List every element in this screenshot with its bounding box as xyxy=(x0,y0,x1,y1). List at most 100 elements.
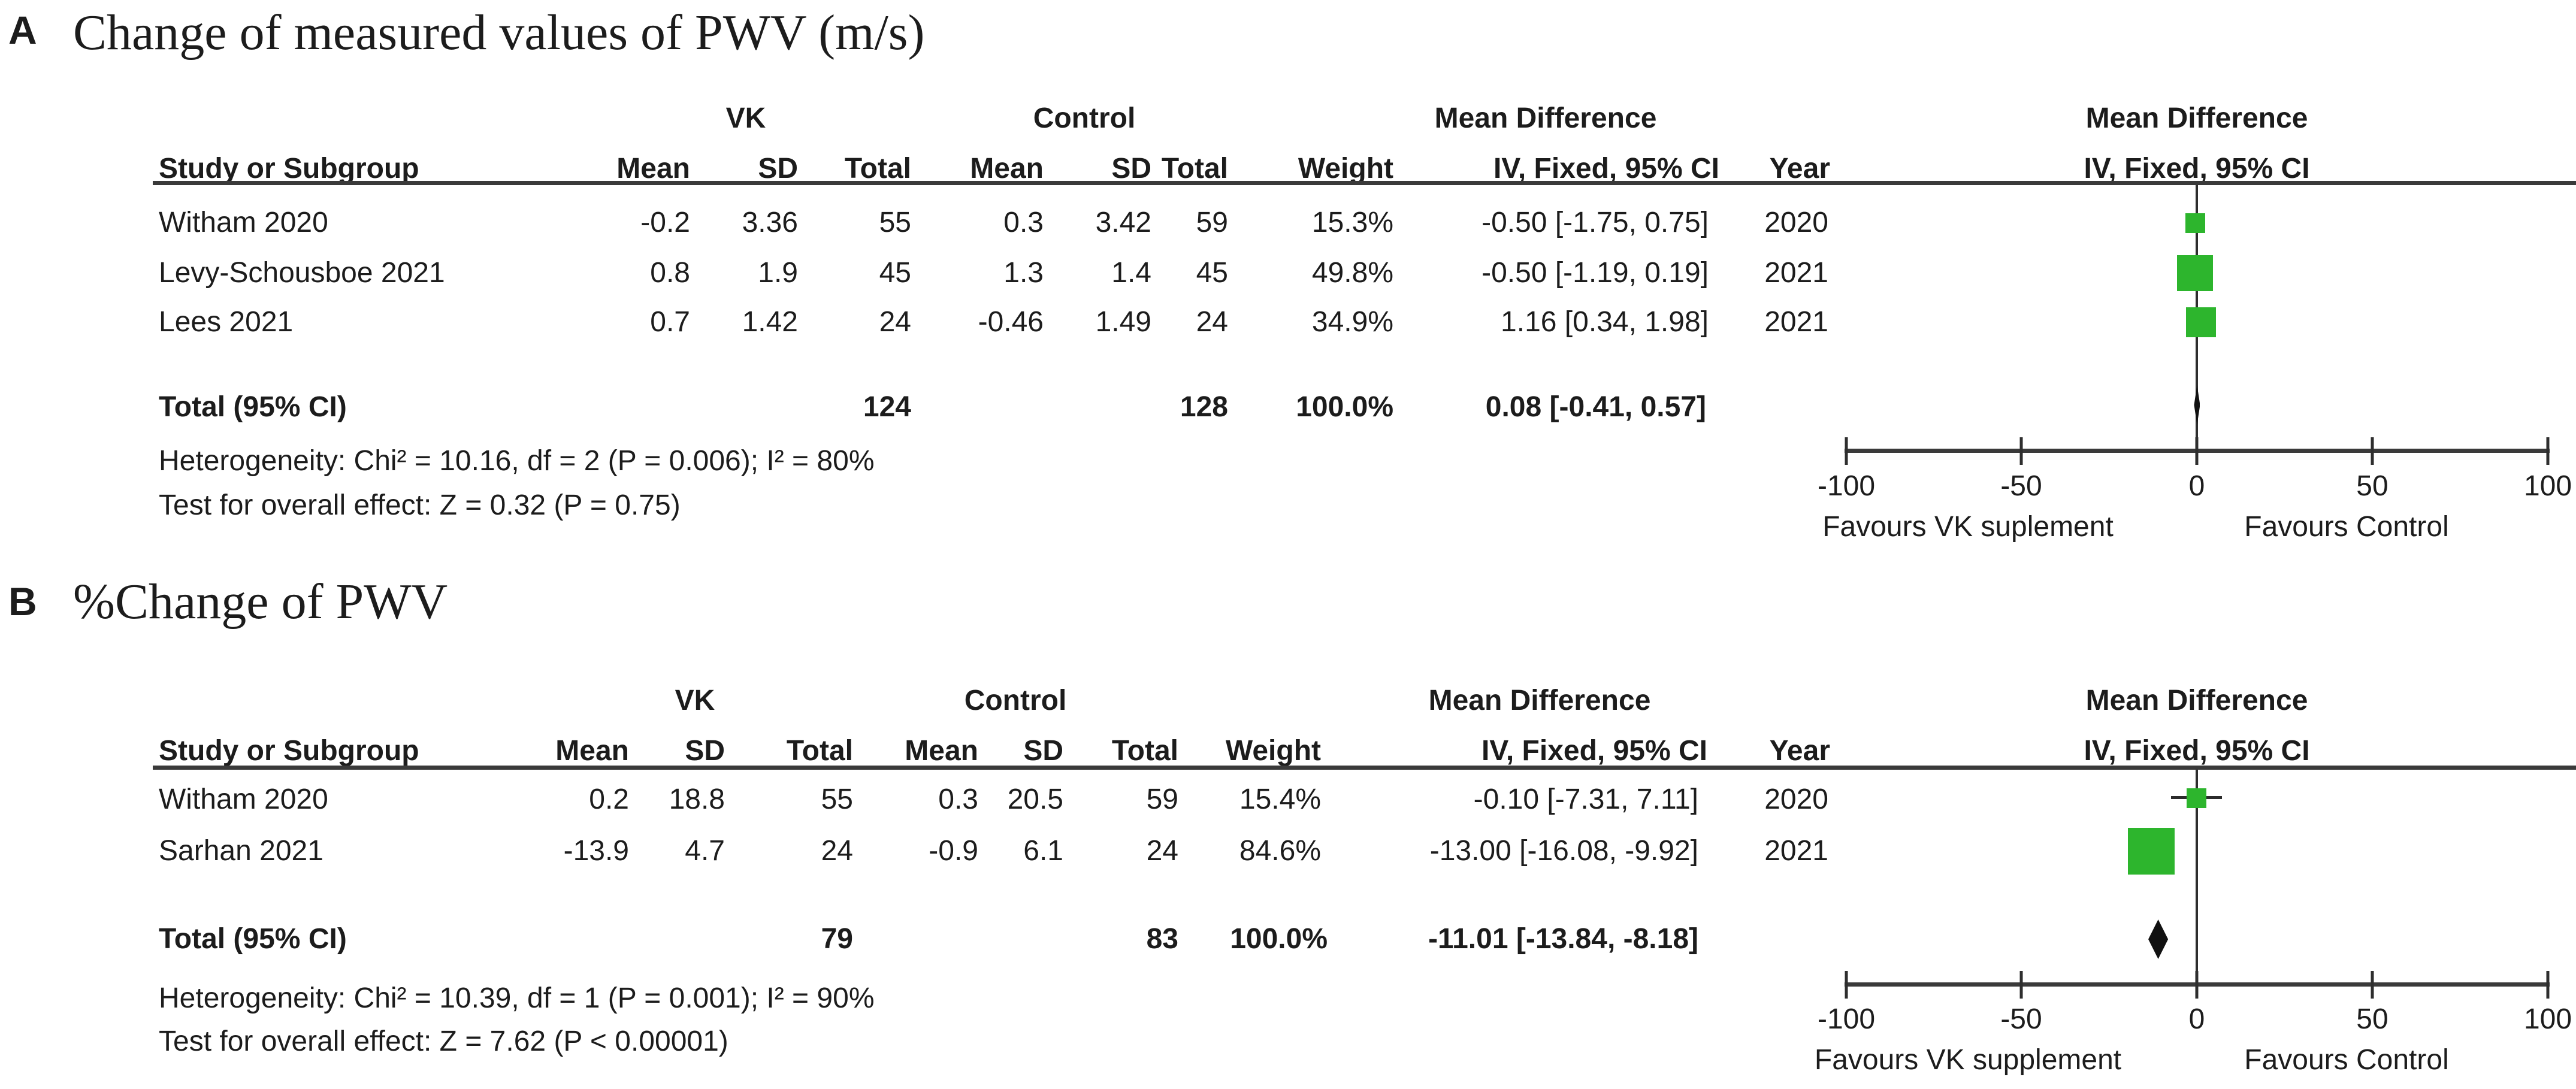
vk-sd: 18.8 xyxy=(669,784,725,815)
col-header-ctrl-sd: SD xyxy=(1111,153,1151,184)
study-name: Lees 2021 xyxy=(159,306,294,338)
total-diamond xyxy=(2148,919,2169,959)
ctrl-mean: -0.9 xyxy=(929,835,978,867)
axis-tick xyxy=(2546,437,2550,465)
total-label: Total (95% CI) xyxy=(159,923,347,955)
total-ci: -11.01 [-13.84, -8.18] xyxy=(1428,923,1698,955)
effect-square xyxy=(2127,828,2175,875)
ctrl-total: 24 xyxy=(1196,306,1228,338)
row-ci: 1.16 [0.34, 1.98] xyxy=(1501,306,1709,338)
col-header-vk-total: Total xyxy=(844,153,911,184)
col-header-ci: IV, Fixed, 95% CI xyxy=(1493,153,1719,184)
effect-square xyxy=(2186,788,2206,808)
axis-tick-label: 0 xyxy=(2188,1003,2205,1035)
col-header-weight: Weight xyxy=(1298,153,1393,184)
favours-left-label: Favours VK suplement xyxy=(1822,511,2114,543)
axis-tick-label: 100 xyxy=(2523,470,2572,502)
row-weight: 49.8% xyxy=(1311,257,1393,289)
row-ci: -0.50 [-1.75, 0.75] xyxy=(1481,207,1709,238)
header-rule xyxy=(153,766,2576,770)
axis-tick-label: 100 xyxy=(2523,1003,2572,1035)
axis-tick xyxy=(2195,971,2199,999)
ctrl-sd: 1.4 xyxy=(1111,257,1151,289)
panel-b-title: %Change of PWV xyxy=(73,574,448,630)
effect-square xyxy=(2177,255,2214,291)
total-ctrl-n: 128 xyxy=(1180,391,1228,423)
ctrl-sd: 1.49 xyxy=(1095,306,1151,338)
panel-a-label: A xyxy=(8,8,37,52)
group-header-control: Control xyxy=(964,685,1067,716)
row-ci: -13.00 [-16.08, -9.92] xyxy=(1429,835,1698,867)
effect-square xyxy=(2185,307,2216,337)
plot-header-ci: IV, Fixed, 95% CI xyxy=(2084,153,2310,184)
col-header-vk-sd: SD xyxy=(758,153,798,184)
panel-a-title: Change of measured values of PWV (m/s) xyxy=(73,5,925,60)
favours-right-label: Favours Control xyxy=(2244,1044,2449,1076)
vk-sd: 1.9 xyxy=(758,257,798,289)
ctrl-total: 24 xyxy=(1146,835,1178,867)
ctrl-total: 59 xyxy=(1196,207,1228,238)
header-rule xyxy=(153,181,2576,185)
ctrl-sd: 3.42 xyxy=(1095,207,1151,238)
axis-tick xyxy=(2019,437,2023,465)
col-header-ctrl-total: Total xyxy=(1111,735,1178,767)
col-header-ctrl-mean: Mean xyxy=(970,153,1044,184)
col-header-vk-mean: Mean xyxy=(555,735,629,767)
vk-total: 24 xyxy=(821,835,853,867)
total-label: Total (95% CI) xyxy=(159,391,347,423)
col-header-vk-total: Total xyxy=(786,735,853,767)
vk-total: 55 xyxy=(879,207,911,238)
heterogeneity-text: Heterogeneity: Chi² = 10.39, df = 1 (P =… xyxy=(159,982,875,1014)
total-weight: 100.0% xyxy=(1296,391,1393,423)
ctrl-total: 59 xyxy=(1146,784,1178,815)
total-vk-n: 124 xyxy=(863,391,911,423)
vk-sd: 4.7 xyxy=(685,835,725,867)
axis-tick xyxy=(1845,971,1848,999)
row-weight: 34.9% xyxy=(1311,306,1393,338)
col-header-study: Study or Subgroup xyxy=(159,735,419,767)
plot-header-mean-difference: Mean Difference xyxy=(2085,685,2308,716)
effect-square xyxy=(2185,213,2205,233)
group-header-vk: VK xyxy=(675,685,715,716)
ctrl-mean: 0.3 xyxy=(938,784,978,815)
overall-effect-text: Test for overall effect: Z = 0.32 (P = 0… xyxy=(159,489,681,521)
axis-tick xyxy=(2195,437,2199,465)
total-ctrl-n: 83 xyxy=(1146,923,1178,955)
vk-mean: 0.7 xyxy=(650,306,690,338)
col-header-year: Year xyxy=(1769,153,1830,184)
ctrl-sd: 20.5 xyxy=(1007,784,1063,815)
col-header-ctrl-mean: Mean xyxy=(905,735,978,767)
study-name: Sarhan 2021 xyxy=(159,835,323,867)
study-name: Witham 2020 xyxy=(159,784,328,815)
plot-header-ci: IV, Fixed, 95% CI xyxy=(2084,735,2310,767)
ctrl-sd: 6.1 xyxy=(1023,835,1063,867)
col-header-ci: IV, Fixed, 95% CI xyxy=(1481,735,1707,767)
study-name: Levy-Schousboe 2021 xyxy=(159,257,445,289)
row-weight: 15.4% xyxy=(1239,784,1321,815)
row-year: 2021 xyxy=(1764,257,1828,289)
row-weight: 15.3% xyxy=(1311,207,1393,238)
group-header-mean-difference: Mean Difference xyxy=(1428,685,1651,716)
heterogeneity-text: Heterogeneity: Chi² = 10.16, df = 2 (P =… xyxy=(159,445,875,477)
ctrl-mean: 1.3 xyxy=(1003,257,1044,289)
row-year: 2021 xyxy=(1764,306,1828,338)
axis-tick-label: -50 xyxy=(2000,1003,2042,1035)
zero-line xyxy=(2196,770,2198,982)
col-header-study: Study or Subgroup xyxy=(159,153,419,184)
total-weight: 100.0% xyxy=(1230,923,1328,955)
axis-tick xyxy=(2019,971,2023,999)
vk-sd: 3.36 xyxy=(742,207,798,238)
ctrl-total: 45 xyxy=(1196,257,1228,289)
col-header-year: Year xyxy=(1769,735,1830,767)
axis-tick xyxy=(2371,437,2374,465)
favours-left-label: Favours VK supplement xyxy=(1814,1044,2122,1076)
row-ci: -0.50 [-1.19, 0.19] xyxy=(1481,257,1709,289)
col-header-ctrl-total: Total xyxy=(1161,153,1228,184)
axis-tick-label: -50 xyxy=(2000,470,2042,502)
axis-tick-label: 50 xyxy=(2356,470,2388,502)
group-header-control: Control xyxy=(1033,102,1136,134)
col-header-ctrl-sd: SD xyxy=(1023,735,1063,767)
vk-mean: 0.8 xyxy=(650,257,690,289)
